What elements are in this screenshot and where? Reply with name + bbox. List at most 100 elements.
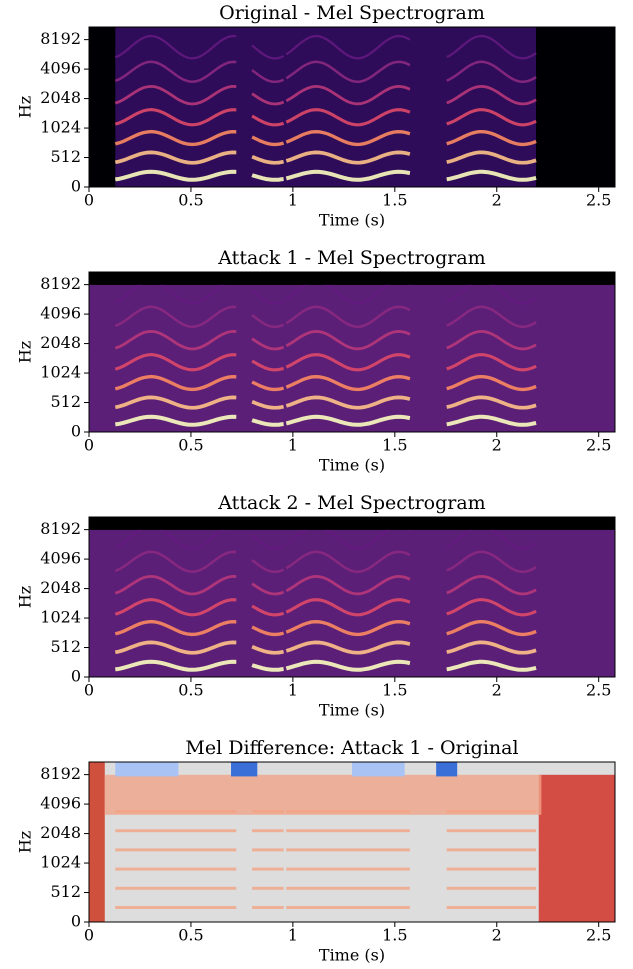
x-tick-label: 0.5 xyxy=(178,926,203,945)
harmonic xyxy=(114,150,237,165)
y-tick-label: 1024 xyxy=(40,608,81,627)
x-axis-label: Time (s) xyxy=(319,701,385,720)
x-tick-label: 2.5 xyxy=(586,681,611,700)
frame xyxy=(88,271,616,433)
streak xyxy=(115,829,237,833)
harmonic xyxy=(285,34,411,60)
harmonic xyxy=(115,169,237,182)
harmonic xyxy=(285,659,411,672)
harmonic xyxy=(251,418,284,427)
x-tick-label: 1 xyxy=(288,436,298,455)
harmonic xyxy=(115,659,237,672)
y-tick-label: 8192 xyxy=(40,764,81,783)
image-layer xyxy=(89,27,615,187)
chart-title: Mel Difference: Attack 1 - Original xyxy=(185,737,518,759)
harmonic xyxy=(251,644,284,655)
harmonic xyxy=(285,574,411,596)
frame xyxy=(88,26,616,188)
harmonic xyxy=(446,395,537,410)
streak xyxy=(252,906,284,909)
harmonic xyxy=(251,559,285,574)
harmonic xyxy=(285,129,411,147)
harmonic xyxy=(285,84,411,106)
silence xyxy=(536,27,615,187)
harmonic xyxy=(285,374,411,392)
top-band xyxy=(89,272,615,285)
harmonic xyxy=(285,108,411,127)
streak xyxy=(252,867,284,871)
streak xyxy=(446,829,537,833)
harmonic xyxy=(446,550,537,573)
x-axis-label: Time (s) xyxy=(319,211,385,230)
image-layer xyxy=(89,762,615,922)
harmonic xyxy=(251,359,285,372)
y-axis-label: Hz xyxy=(16,96,35,118)
y-tick-label: 4096 xyxy=(40,794,81,813)
y-axis-label: Hz xyxy=(16,341,35,363)
x-tick-label: 1.5 xyxy=(382,436,407,455)
harmonic xyxy=(114,129,237,147)
harmonic xyxy=(446,130,537,147)
harmonic xyxy=(251,44,285,60)
x-tick-label: 0 xyxy=(84,436,94,455)
y-tick-label: 8192 xyxy=(40,29,81,48)
y-tick-label: 8192 xyxy=(40,274,81,293)
harmonic xyxy=(446,329,537,351)
x-tick-label: 2.5 xyxy=(586,926,611,945)
blue-patch xyxy=(231,762,258,777)
x-tick-label: 1 xyxy=(288,681,298,700)
harmonic xyxy=(251,92,285,106)
harmonic xyxy=(446,84,537,106)
streak xyxy=(252,829,284,833)
blue-patch xyxy=(115,762,179,777)
streak xyxy=(252,810,284,813)
streak xyxy=(286,848,410,852)
harmonic xyxy=(114,353,237,372)
x-tick-label: 0 xyxy=(84,191,94,210)
x-tick-label: 1.5 xyxy=(382,926,407,945)
harmonic xyxy=(251,663,284,672)
image-layer xyxy=(89,272,615,432)
harmonic xyxy=(251,582,285,596)
streak xyxy=(286,810,410,813)
x-axis-label: Time (s) xyxy=(319,946,385,965)
harmonic xyxy=(285,329,411,351)
streak xyxy=(286,829,410,833)
frame xyxy=(88,516,616,678)
harmonic xyxy=(446,640,537,655)
top-band xyxy=(89,517,615,530)
harmonic xyxy=(115,414,237,427)
harmonic xyxy=(446,150,537,165)
image-layer xyxy=(89,517,615,677)
harmonic xyxy=(285,414,411,427)
y-tick-label: 4096 xyxy=(40,549,81,568)
streak xyxy=(115,848,237,852)
harmonic xyxy=(114,574,237,596)
harmonic xyxy=(285,550,411,574)
harmonic xyxy=(285,60,411,84)
x-tick-label: 0.5 xyxy=(178,436,203,455)
streak xyxy=(446,906,537,909)
harmonic xyxy=(285,353,411,372)
spectrogram-image xyxy=(88,271,616,433)
harmonic xyxy=(114,108,237,127)
y-tick-label: 2048 xyxy=(40,88,81,107)
y-tick-label: 2048 xyxy=(40,333,81,352)
streak xyxy=(252,848,284,852)
x-tick-label: 2 xyxy=(492,436,502,455)
y-tick-label: 8192 xyxy=(40,519,81,538)
streak xyxy=(252,886,284,890)
harmonic xyxy=(251,314,285,329)
harmonic xyxy=(446,169,537,182)
harmonic xyxy=(114,395,237,410)
harmonic xyxy=(446,60,537,83)
harmonic xyxy=(446,375,537,392)
y-tick-label: 0 xyxy=(71,667,81,686)
harmonic xyxy=(446,659,537,672)
streak xyxy=(286,867,410,871)
harmonic xyxy=(114,619,237,637)
chart-title: Attack 2 - Mel Spectrogram xyxy=(217,492,485,514)
harmonic xyxy=(251,289,285,305)
harmonic xyxy=(114,329,237,351)
streak xyxy=(446,848,537,852)
